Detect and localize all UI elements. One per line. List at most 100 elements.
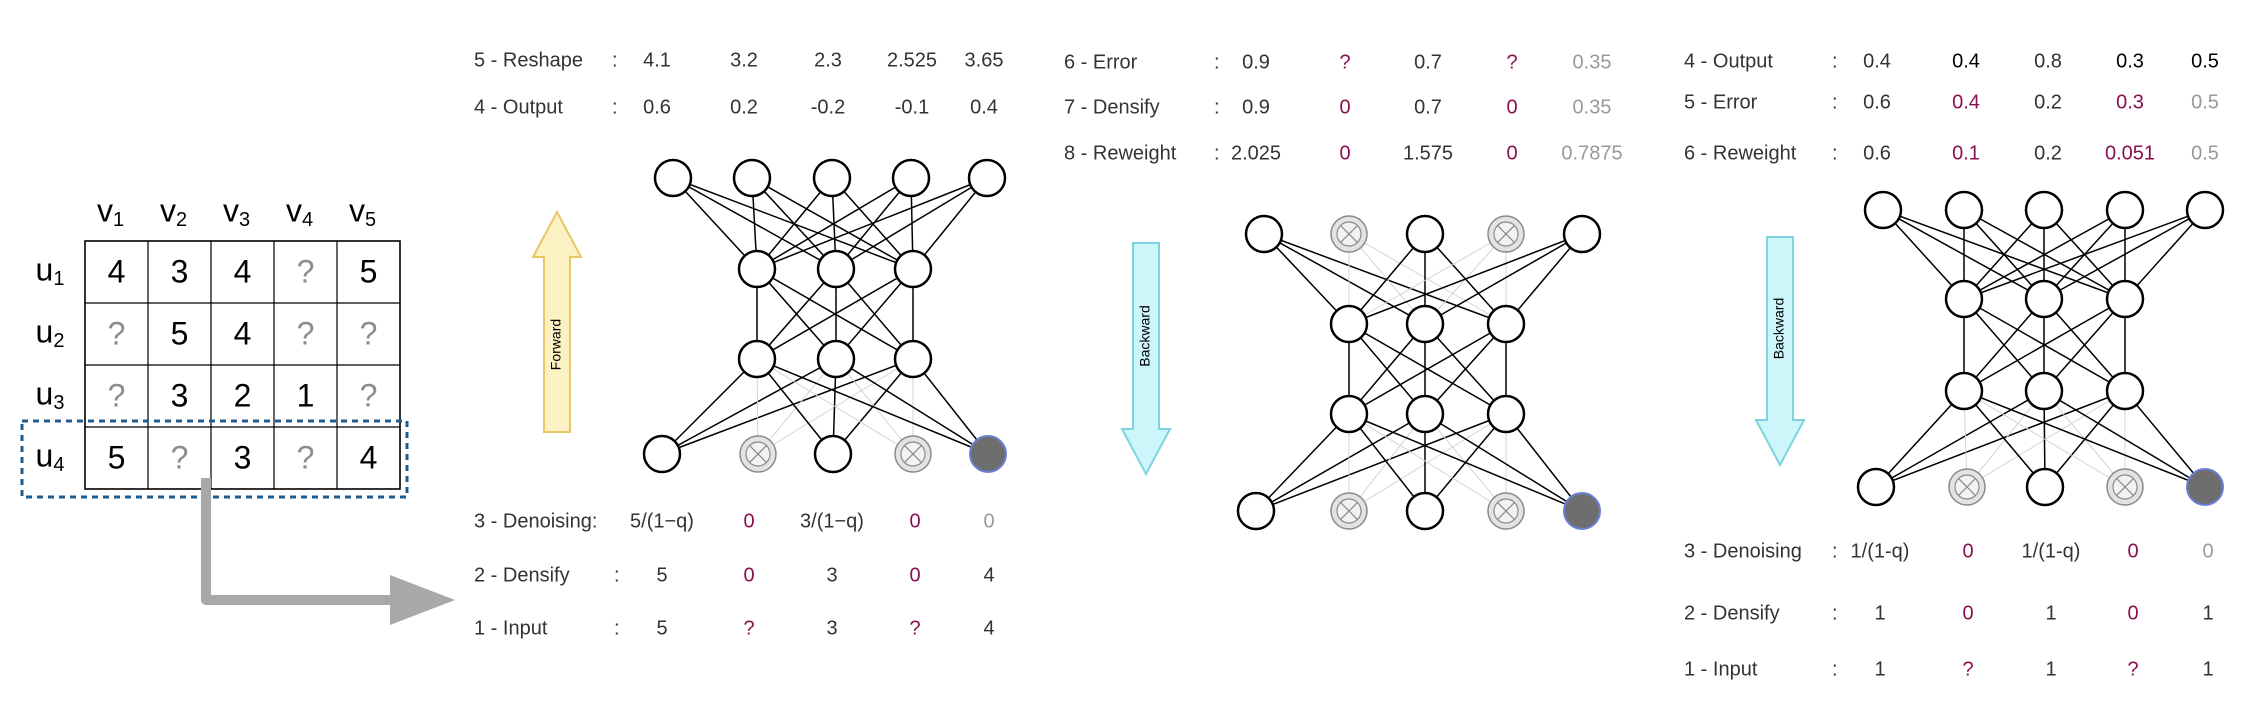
network-edge [1882, 209, 1965, 300]
arrow-label: Backward [1137, 305, 1153, 366]
panel2-row-separator: : [1214, 96, 1220, 118]
network-edge [1963, 209, 2206, 300]
panel3-row-separator: : [1832, 602, 1838, 624]
panel1-row-value: 3/(1−q) [800, 510, 864, 532]
matrix-cell: 2 [234, 377, 252, 413]
panel1-row-value: 0 [743, 564, 754, 586]
panel3-row-value: 0.4 [1863, 50, 1891, 72]
panel3-row-value: 1/(1-q) [1851, 540, 1910, 562]
network-node [1856, 467, 1896, 507]
arrow-shape [531, 209, 583, 433]
network-edge [835, 358, 914, 455]
panel1-row-value: 0.6 [643, 96, 671, 118]
panel1-row-value: 2.525 [887, 49, 937, 71]
panel3-row-separator: : [1832, 540, 1838, 562]
network-node [642, 434, 682, 474]
network-edge [912, 358, 989, 455]
network-forward [642, 158, 1007, 474]
backward-arrow-2: Backward [1754, 236, 1806, 468]
network-edge [1348, 233, 1426, 325]
dropped-node-cross [1496, 501, 1516, 521]
panel1-row-value: 5/(1−q) [630, 510, 694, 532]
panel3-row-value: 0.5 [2191, 50, 2219, 72]
panel3-row-value: 0 [2127, 602, 2138, 624]
network-edge [1875, 390, 2045, 488]
panel2-row-value: 0.7 [1414, 96, 1442, 118]
network-node [2105, 371, 2145, 411]
network-edge [1255, 413, 1507, 512]
forward-arrow: Forward [531, 209, 583, 433]
panel2-row-value: 0.7 [1414, 51, 1442, 73]
network-edge [756, 358, 989, 455]
network-edge [1263, 233, 1507, 325]
panel1-row-value: ? [743, 617, 754, 639]
panel3-row-label: 4 - Output [1684, 50, 1773, 72]
network-edge [1966, 390, 2045, 488]
panel2-row-value: 0 [1339, 142, 1350, 164]
network-edge [1963, 390, 2126, 488]
panel3-row-label: 2 - Densify [1684, 602, 1780, 624]
network-edge [1963, 298, 2045, 392]
network-node [816, 249, 856, 289]
panel2-row-value: 0.35 [1573, 51, 1612, 73]
panel1-bottom-rows: 3 - Denoising: 5/(1−q) 0 3/(1−q) 0 0 2 - Densi… [474, 510, 995, 639]
column-header: v1 [97, 192, 124, 231]
dropped-node-cross [1339, 224, 1359, 244]
network-edge [756, 358, 914, 455]
network-node [1405, 394, 1445, 434]
network-edge [756, 268, 837, 360]
network-node [891, 158, 931, 198]
corrupted-node [1563, 492, 1601, 530]
network-node [1562, 214, 1602, 254]
panel2-row-value: 0.9 [1242, 96, 1270, 118]
panel1-row-value: 5 [656, 617, 667, 639]
panel2-row-value: 0.35 [1573, 96, 1612, 118]
network-node [732, 158, 772, 198]
matrix-cell: 3 [171, 253, 189, 289]
panel3-row-value: 0.3 [2116, 50, 2144, 72]
network-edge [2124, 390, 2206, 488]
panel2-row-value: 0 [1506, 96, 1517, 118]
network-edge [1255, 413, 1426, 512]
network-backward-2 [1856, 190, 2225, 507]
grey-arrow [201, 478, 455, 625]
network-node [1486, 304, 1526, 344]
arrow-label: Forward [548, 319, 564, 370]
network-edge [1505, 233, 1583, 325]
network-edge [1966, 390, 2126, 488]
matrix-cell: 5 [360, 253, 378, 289]
rating-matrix: v1 v2 v3 v4 v5 u1 u2 u3 u4 4 3 4? 5? 5 4??? 3 2 1 ? 5? 3? 4 [20, 192, 409, 499]
panel1-row-value: 0.2 [730, 96, 758, 118]
panel1-row-value: 0 [743, 510, 754, 532]
network-node [1405, 304, 1445, 344]
network-edge [672, 177, 758, 270]
panel1-row-value: 3 [826, 617, 837, 639]
network-edge [756, 177, 912, 270]
panel3-row-value: 0.051 [2105, 142, 2155, 164]
panel2-row-separator: : [1214, 142, 1220, 164]
panel1-row-value: 4.1 [643, 49, 671, 71]
network-node [893, 339, 933, 379]
matrix-cell: 4 [234, 315, 252, 351]
network-edge [1348, 413, 1426, 512]
panel3-row-separator: : [1832, 91, 1838, 113]
panel2-row-label: 8 - Reweight [1064, 142, 1177, 164]
network-node [816, 339, 856, 379]
panel1-row-separator: : [614, 564, 620, 586]
panel1-row-value: 0 [983, 510, 994, 532]
matrix-cell: 3 [234, 439, 252, 475]
network-edge [751, 177, 914, 270]
panel3-row-value: 0.8 [2034, 50, 2062, 72]
panel3-row-value: 1 [1874, 658, 1885, 680]
panel2-row-value: ? [1339, 51, 1350, 73]
network-edges [1255, 233, 1583, 512]
panel2-row-value: 1.575 [1403, 142, 1453, 164]
network-edge [661, 358, 758, 455]
panel2-row-value: 0 [1339, 96, 1350, 118]
network-edge [1348, 413, 1583, 512]
panel3-row-value: 0.5 [2191, 142, 2219, 164]
network-edge [1424, 233, 1583, 325]
matrix-cell: 3 [171, 377, 189, 413]
network-node [893, 249, 933, 289]
